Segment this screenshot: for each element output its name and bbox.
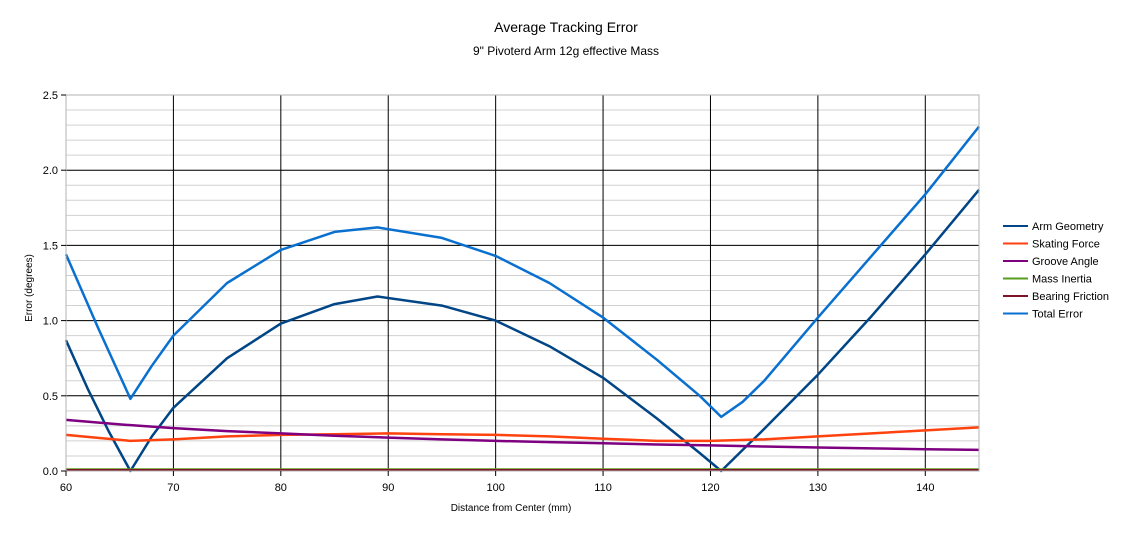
y-tick-label: 2.5 [43, 90, 58, 102]
x-tick-label: 120 [701, 482, 719, 494]
y-axis-label: Error (degrees) [24, 254, 35, 322]
legend-label-mass-inertia: Mass Inertia [1032, 274, 1093, 286]
grid [65, 94, 979, 472]
y-tick-label: 0.5 [43, 391, 58, 403]
x-tick-label: 90 [382, 482, 394, 494]
y-tick-label: 2.0 [43, 165, 58, 177]
x-tick-label: 110 [594, 482, 612, 494]
x-tick-label: 80 [275, 482, 287, 494]
legend-label-groove-angle: Groove Angle [1032, 256, 1099, 268]
chart-subtitle: 9" Pivoterd Arm 12g effective Mass [473, 44, 659, 58]
legend-label-total-error: Total Error [1032, 309, 1083, 321]
y-tick-label: 0.0 [43, 466, 58, 478]
legend: Arm Geometry Skating Force Groove Angle Mas… [1003, 221, 1109, 321]
y-tick-label: 1.0 [43, 316, 58, 328]
x-axis-label: Distance from Center (mm) [451, 503, 572, 514]
y-tick-label: 1.5 [43, 240, 58, 252]
tick-labels: 0.0 0.5 1.0 1.5 2.0 2.5 60 70 80 90 100 110 120 130 14… [43, 90, 935, 494]
series-line-total-error [64, 125, 980, 419]
x-tick-label: 140 [916, 482, 934, 494]
plot-frame [65, 94, 980, 472]
x-tick-label: 100 [486, 482, 504, 494]
series-line-arm-geometry [64, 189, 980, 473]
x-tick-label: 130 [809, 482, 827, 494]
legend-label-skating-force: Skating Force [1032, 239, 1100, 251]
x-tick-label: 60 [60, 482, 72, 494]
series-line-skating-force [65, 426, 980, 443]
legend-label-bearing-friction: Bearing Friction [1032, 291, 1109, 303]
x-tick-label: 70 [167, 482, 179, 494]
series-line-groove-angle [65, 418, 980, 452]
series-layer [64, 125, 980, 473]
legend-label-arm-geometry: Arm Geometry [1032, 221, 1104, 233]
chart-title: Average Tracking Error [494, 19, 638, 35]
